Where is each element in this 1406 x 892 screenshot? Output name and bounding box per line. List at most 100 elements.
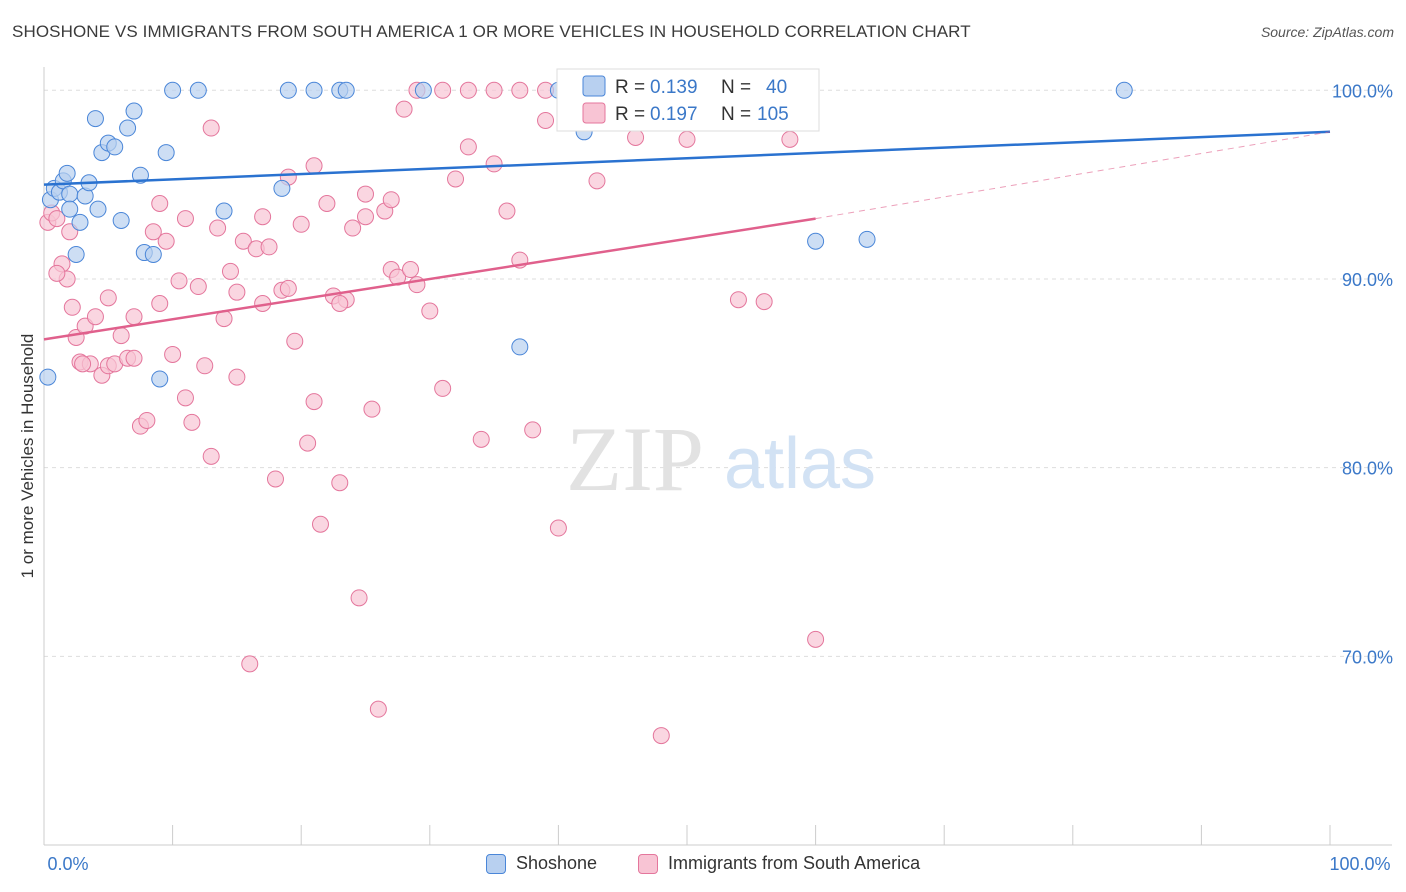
- immigrants-point: [228, 283, 246, 301]
- watermark: ZIP atlas: [566, 408, 876, 510]
- immigrants-point: [807, 630, 825, 648]
- immigrants-point: [318, 195, 336, 213]
- immigrants-point: [402, 261, 420, 279]
- immigrants-point: [363, 400, 381, 418]
- shoshone-point: [89, 200, 107, 218]
- immigrants-point: [537, 111, 555, 129]
- immigrants-point: [151, 195, 169, 213]
- immigrants-stats-swatch: [582, 102, 606, 124]
- immigrants-point: [74, 355, 92, 373]
- immigrants-point: [485, 81, 503, 99]
- immigrants-point: [292, 215, 310, 233]
- immigrants-point: [176, 210, 194, 228]
- shoshone-point: [1115, 81, 1133, 99]
- shoshone-point: [305, 81, 323, 99]
- legend-label-immigrants: Immigrants from South America: [668, 853, 921, 873]
- immigrants-point: [125, 308, 143, 326]
- immigrants-point: [266, 470, 284, 488]
- legend-swatch-shoshone: [486, 853, 506, 874]
- immigrants-point: [781, 130, 799, 148]
- immigrants-points: [39, 81, 825, 745]
- shoshone-stats-swatch: [582, 75, 606, 97]
- immigrants-point: [144, 223, 162, 241]
- immigrants-point: [228, 368, 246, 386]
- immigrants-point: [459, 138, 477, 156]
- immigrants-point: [164, 345, 182, 363]
- shoshone-point: [61, 200, 79, 218]
- immigrants-point: [395, 100, 413, 118]
- shoshone-point: [71, 213, 89, 231]
- immigrants-point: [286, 332, 304, 350]
- shoshone-point: [189, 81, 207, 99]
- immigrants-point: [138, 411, 156, 429]
- immigrants-point: [196, 357, 214, 375]
- immigrants-point: [202, 447, 220, 465]
- immigrants-point: [305, 393, 323, 411]
- immigrants-point: [350, 589, 368, 607]
- immigrants-point: [202, 119, 220, 137]
- immigrants-point: [48, 264, 66, 282]
- shoshone-point: [151, 370, 169, 388]
- immigrants-point: [331, 295, 349, 313]
- shoshone-point: [858, 230, 876, 248]
- shoshone-point: [279, 81, 297, 99]
- immigrants-point: [170, 272, 188, 290]
- shoshone-point: [39, 368, 57, 386]
- immigrants-point: [234, 232, 252, 250]
- y-tick-label: 70.0%: [1342, 647, 1393, 667]
- shoshone-point: [511, 338, 529, 356]
- immigrants-point: [344, 219, 362, 237]
- immigrants-point: [279, 279, 297, 297]
- x-tick-label-0: 0.0%: [47, 854, 88, 874]
- source-label: Source: ZipAtlas.com: [1260, 24, 1394, 40]
- legend-item-immigrants[interactable]: Immigrants from South America: [638, 853, 920, 874]
- immigrants-point: [447, 170, 465, 188]
- axes-layer: [43, 67, 1392, 846]
- immigrants-point: [678, 130, 696, 148]
- shoshone-point: [337, 81, 355, 99]
- shoshone-n-value: 40: [766, 77, 787, 98]
- immigrants-r-value: 0.197: [650, 104, 698, 125]
- chart-title: SHOSHONE VS IMMIGRANTS FROM SOUTH AMERIC…: [12, 22, 971, 41]
- x-tick-label-1: 100.0%: [1329, 854, 1390, 874]
- immigrants-point: [472, 430, 490, 448]
- shoshone-point: [273, 179, 291, 197]
- trend-line: [43, 130, 1331, 186]
- y-tick-label: 100.0%: [1332, 81, 1393, 101]
- immigrants-point: [157, 232, 175, 250]
- immigrants-point: [112, 327, 130, 345]
- immigrants-point: [209, 219, 227, 237]
- immigrants-point: [189, 278, 207, 296]
- y-tick-label: 80.0%: [1342, 459, 1393, 479]
- immigrants-point: [498, 202, 516, 220]
- legend-swatch-immigrants: [638, 853, 658, 874]
- trend-lines: [43, 130, 1331, 341]
- shoshone-point: [67, 245, 85, 263]
- shoshone-point: [131, 166, 149, 184]
- immigrants-point: [183, 413, 201, 431]
- immigrants-point: [652, 727, 670, 745]
- immigrants-point: [241, 655, 259, 673]
- shoshone-point: [125, 102, 143, 120]
- watermark-zip: ZIP: [566, 408, 704, 510]
- immigrants-point: [331, 474, 349, 492]
- shoshone-point: [58, 164, 76, 182]
- immigrants-point: [221, 262, 239, 280]
- shoshone-n-label: N =: [721, 77, 751, 98]
- legend-item-shoshone[interactable]: Shoshone: [486, 853, 597, 874]
- shoshone-point: [106, 138, 124, 156]
- immigrants-n-value: 105: [757, 104, 789, 125]
- immigrants-point: [176, 389, 194, 407]
- immigrants-point: [627, 128, 645, 146]
- watermark-atlas: atlas: [724, 424, 876, 504]
- immigrants-point: [369, 700, 387, 718]
- immigrants-point: [729, 291, 747, 309]
- trend-line: [43, 217, 816, 341]
- immigrants-n-label: N =: [721, 104, 751, 125]
- immigrants-point: [588, 172, 606, 190]
- immigrants-point: [459, 81, 477, 99]
- shoshone-point: [164, 81, 182, 99]
- shoshone-point: [157, 144, 175, 162]
- shoshone-point: [119, 119, 137, 137]
